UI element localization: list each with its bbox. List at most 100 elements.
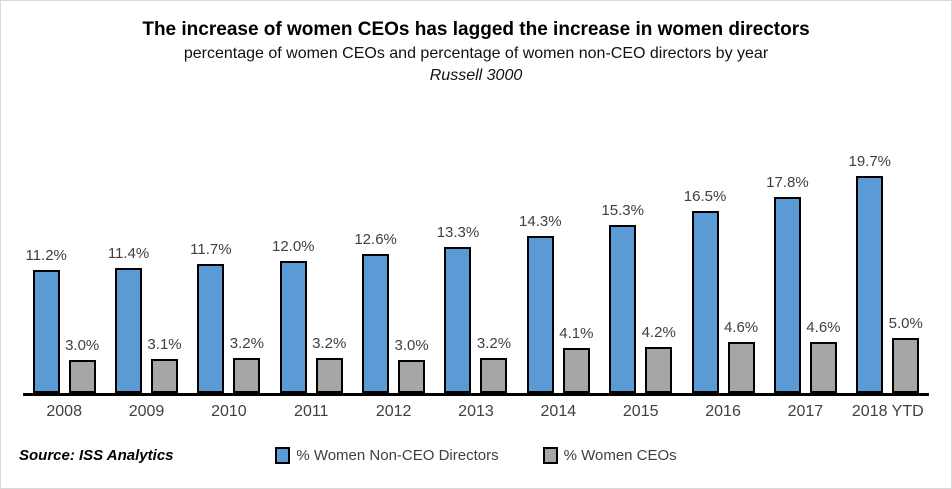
x-axis-label-2013: 2013 bbox=[458, 403, 494, 420]
data-label: 5.0% bbox=[888, 315, 923, 332]
bar-non-ceo-directors-2017 bbox=[773, 197, 801, 393]
bar-ceos-2018-ytd bbox=[892, 338, 920, 393]
bar-non-ceo-directors-2009 bbox=[115, 268, 143, 393]
bar-non-ceo-directors-2011 bbox=[279, 261, 307, 393]
chart-subtitle: percentage of women CEOs and percentage … bbox=[183, 45, 769, 62]
data-label: 14.3% bbox=[519, 213, 562, 230]
data-label: 12.0% bbox=[271, 238, 315, 255]
data-label: 3.2% bbox=[229, 335, 264, 352]
x-axis-label-2011: 2011 bbox=[294, 403, 329, 420]
barwrap: 13.3% bbox=[437, 224, 479, 393]
barwrap: 12.6% bbox=[354, 231, 397, 393]
bar-group-2009: 11.4% 3.1% bbox=[105, 245, 187, 393]
bar-ceos-2015 bbox=[645, 347, 673, 393]
bar-non-ceo-directors-2010 bbox=[197, 264, 225, 393]
barwrap: 17.8% bbox=[766, 174, 809, 393]
x-axis-label-2018-ytd: 2018 YTD bbox=[851, 403, 924, 420]
data-label: 3.2% bbox=[312, 335, 347, 352]
bar-group-2014: 14.3% 4.1% bbox=[517, 213, 599, 393]
barwrap: 3.2% bbox=[312, 335, 346, 393]
data-label: 11.4% bbox=[107, 245, 150, 262]
x-axis-labels: 2008 2009 2010 2011 2012 2013 2014 2015 2016 2017… bbox=[23, 403, 929, 421]
x-axis-label-2010: 2010 bbox=[211, 403, 247, 420]
data-label: 3.0% bbox=[65, 337, 100, 354]
barwrap: 3.0% bbox=[395, 337, 429, 393]
x-axis-label-2016: 2016 bbox=[705, 403, 741, 420]
bar-non-ceo-directors-2008 bbox=[32, 270, 60, 393]
bar-group-2013: 13.3% 3.2% bbox=[435, 224, 517, 393]
data-label: 3.1% bbox=[147, 336, 182, 353]
barwrap: 4.6% bbox=[724, 319, 758, 393]
bar-group-2011: 12.0% 3.2% bbox=[270, 238, 352, 393]
bar-non-ceo-directors-2012 bbox=[362, 254, 390, 393]
bar-non-ceo-directors-2013 bbox=[444, 247, 472, 393]
source-note: Source: ISS Analytics bbox=[19, 447, 174, 464]
data-label: 16.5% bbox=[683, 188, 727, 205]
barwrap: 14.3% bbox=[519, 213, 562, 393]
barwrap: 11.7% bbox=[190, 241, 232, 393]
data-label: 4.2% bbox=[641, 324, 676, 341]
chart-index-label: Russell 3000 bbox=[429, 67, 523, 84]
bar-non-ceo-directors-2018-ytd bbox=[856, 176, 884, 393]
bar-group-2012: 12.6% 3.0% bbox=[352, 231, 434, 393]
bar-non-ceo-directors-2015 bbox=[609, 225, 637, 393]
legend-label: % Women Non-CEO Directors bbox=[296, 446, 499, 464]
legend-item-non-ceo-directors: % Women Non-CEO Directors bbox=[275, 446, 499, 464]
bar-ceos-2008 bbox=[68, 360, 96, 393]
barwrap: 3.2% bbox=[230, 335, 264, 393]
data-label: 4.1% bbox=[559, 325, 594, 342]
bar-group-2008: 11.2% 3.0% bbox=[23, 247, 105, 393]
bar-group-2016: 16.5% 4.6% bbox=[682, 188, 764, 393]
x-axis-label-2017: 2017 bbox=[787, 403, 824, 420]
data-label: 17.8% bbox=[766, 174, 809, 191]
chart-footer: Source: ISS Analytics % Women Non-CEO Di… bbox=[1, 441, 951, 469]
data-label: 4.6% bbox=[723, 319, 759, 336]
x-axis-label-2009: 2009 bbox=[128, 403, 165, 420]
barwrap: 3.1% bbox=[147, 336, 182, 393]
data-label: 19.7% bbox=[848, 153, 892, 170]
bar-non-ceo-directors-2014 bbox=[526, 236, 554, 393]
data-label: 11.7% bbox=[190, 241, 232, 258]
legend-label: % Women CEOs bbox=[563, 446, 677, 464]
barwrap: 4.6% bbox=[806, 319, 841, 393]
bar-group-2018-ytd: 19.7% 5.0% bbox=[847, 153, 929, 393]
bar-ceos-2011 bbox=[315, 358, 343, 393]
barwrap: 5.0% bbox=[889, 315, 923, 393]
x-axis-label-2008: 2008 bbox=[46, 403, 82, 420]
legend-swatch-icon bbox=[275, 446, 291, 464]
data-label: 4.6% bbox=[806, 319, 841, 336]
x-axis-label-2014: 2014 bbox=[540, 403, 577, 420]
data-label: 15.3% bbox=[601, 202, 644, 219]
barwrap: 11.4% bbox=[108, 245, 149, 393]
x-axis-label-2015: 2015 bbox=[622, 403, 659, 420]
barwrap: 11.2% bbox=[25, 247, 67, 393]
data-label: 13.3% bbox=[436, 224, 480, 241]
bar-group-2010: 11.7% 3.2% bbox=[188, 241, 270, 393]
bar-group-2015: 15.3% 4.2% bbox=[600, 202, 682, 393]
barwrap: 12.0% bbox=[272, 238, 315, 393]
bar-ceos-2009 bbox=[151, 359, 179, 393]
plot-area: 11.2% 3.0% 11.4% 3.1% 11.7% 3.2% 12.0% 3.2% 12.6… bbox=[23, 142, 929, 396]
bar-group-2017: 17.8% 4.6% bbox=[764, 174, 846, 393]
bar-ceos-2017 bbox=[809, 342, 837, 393]
barwrap: 16.5% bbox=[684, 188, 726, 393]
barwrap: 4.1% bbox=[559, 325, 593, 393]
bar-ceos-2014 bbox=[562, 348, 590, 393]
chart-title-block: The increase of women CEOs has lagged th… bbox=[1, 1, 951, 87]
data-label: 12.6% bbox=[354, 231, 397, 248]
bar-ceos-2013 bbox=[480, 358, 508, 393]
data-label: 3.2% bbox=[476, 335, 512, 352]
data-label: 3.0% bbox=[394, 337, 429, 354]
barwrap: 4.2% bbox=[642, 324, 676, 393]
data-label: 11.2% bbox=[25, 247, 67, 264]
barwrap: 3.0% bbox=[65, 337, 99, 393]
barwrap: 3.2% bbox=[477, 335, 511, 393]
legend: % Women Non-CEO Directors % Women CEOs bbox=[1, 441, 951, 469]
bar-non-ceo-directors-2016 bbox=[691, 211, 719, 393]
chart-title: The increase of women CEOs has lagged th… bbox=[142, 19, 810, 40]
legend-swatch-icon bbox=[542, 446, 558, 464]
x-axis-label-2012: 2012 bbox=[375, 403, 412, 420]
barwrap: 15.3% bbox=[601, 202, 644, 393]
bar-ceos-2016 bbox=[727, 342, 755, 393]
